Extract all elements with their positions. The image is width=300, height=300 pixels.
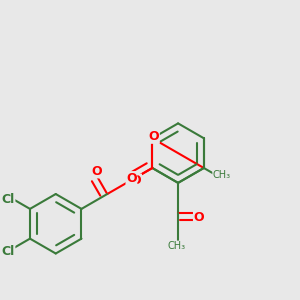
Text: O: O	[126, 172, 137, 185]
Text: O: O	[148, 130, 159, 143]
Text: Cl: Cl	[2, 245, 15, 258]
Text: CH₃: CH₃	[167, 241, 186, 251]
Text: Cl: Cl	[2, 193, 15, 206]
Text: O: O	[92, 165, 102, 178]
Text: O: O	[194, 211, 204, 224]
Text: O: O	[131, 174, 141, 187]
Text: CH₃: CH₃	[213, 170, 231, 180]
